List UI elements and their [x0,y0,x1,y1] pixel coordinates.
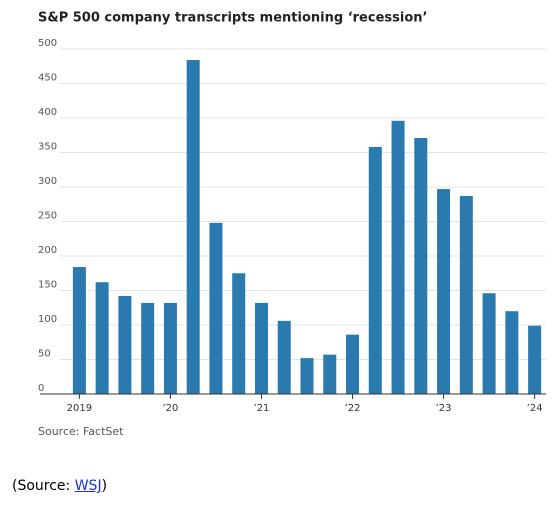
x-tick-label: 2019 [67,403,92,414]
bar [391,120,405,394]
y-tick-label: 500 [38,38,57,49]
bar [459,195,473,394]
y-tick-label: 150 [38,280,57,291]
footer-prefix: (Source: [12,478,75,494]
bar [414,138,428,394]
x-tick-label: ’23 [436,403,452,414]
bar [232,273,246,394]
bar [95,282,109,394]
bar [323,354,337,394]
x-tick-label: ’20 [162,403,178,414]
bar [482,293,496,394]
bar [437,189,451,394]
bar [254,302,268,394]
footer: (Source: WSJ) [12,478,107,494]
y-tick-label: 50 [38,349,51,360]
y-tick-label: 0 [38,383,44,394]
y-tick-label: 400 [38,107,57,118]
y-tick-label: 100 [38,314,57,325]
bar [72,267,86,394]
source-note: Source: FactSet [38,425,124,438]
chart-title: S&P 500 company transcripts mentioning ‘… [38,11,427,26]
y-tick-label: 350 [38,142,57,153]
bar [209,222,223,394]
footer-suffix: ) [101,478,108,494]
bar [346,334,360,394]
bar [368,146,382,394]
source-link[interactable]: WSJ [74,478,102,494]
y-tick-label: 200 [38,245,57,256]
bar [300,358,314,394]
bar [528,325,542,394]
x-tick-label: ’22 [345,403,361,414]
bar [277,320,291,394]
y-tick-label: 250 [38,211,57,222]
y-tick-label: 450 [38,73,57,84]
bar [505,311,519,394]
bar [118,296,132,394]
bar [141,302,155,394]
x-tick-label: ’24 [527,403,543,414]
chart: S&P 500 company transcripts mentioning ‘… [38,11,546,438]
bar [186,60,200,394]
x-tick-label: ’21 [254,403,270,414]
bar [163,302,177,394]
y-tick-label: 300 [38,176,57,187]
